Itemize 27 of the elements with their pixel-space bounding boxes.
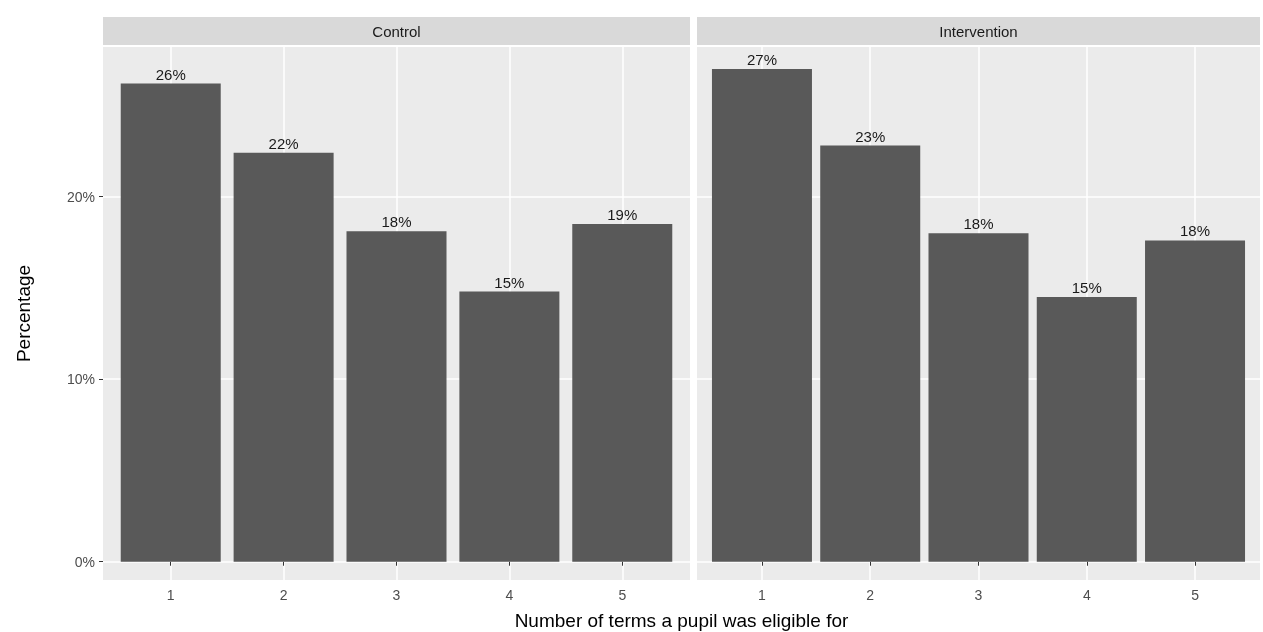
chart-title: Control [103,17,690,45]
data-label: 27% [746,50,777,68]
data-label: 18% [381,213,412,231]
data-label: 19% [607,206,638,224]
x-tick-label: 3 [974,587,983,603]
x-tick-label: 2 [279,587,288,603]
data-label: 15% [494,273,525,291]
x-tick-label: 1 [758,587,767,603]
y-tick-label: 20% [66,188,95,205]
x-tick-label: 5 [618,587,627,603]
data-label: 23% [855,127,886,145]
y-tick-label: 10% [66,371,95,388]
x-tick-label: 4 [1082,587,1091,603]
chart-title: Intervention [697,17,1260,45]
x-tick-label: 3 [392,587,401,603]
x-tick-label: 2 [866,587,875,603]
x-tick-label: 5 [1191,587,1200,603]
x-axis-title: Number of terms a pupil was eligible for [513,610,850,632]
data-label: 26% [155,65,186,83]
x-tick-label: 4 [505,587,514,603]
data-label: 18% [963,215,994,233]
data-label: 22% [268,134,299,152]
y-axis-title: Percentage [13,264,34,363]
data-label: 15% [1071,279,1102,297]
data-label: 18% [1180,222,1211,240]
x-tick-label: 1 [166,587,175,603]
y-tick-label: 0% [74,553,95,570]
